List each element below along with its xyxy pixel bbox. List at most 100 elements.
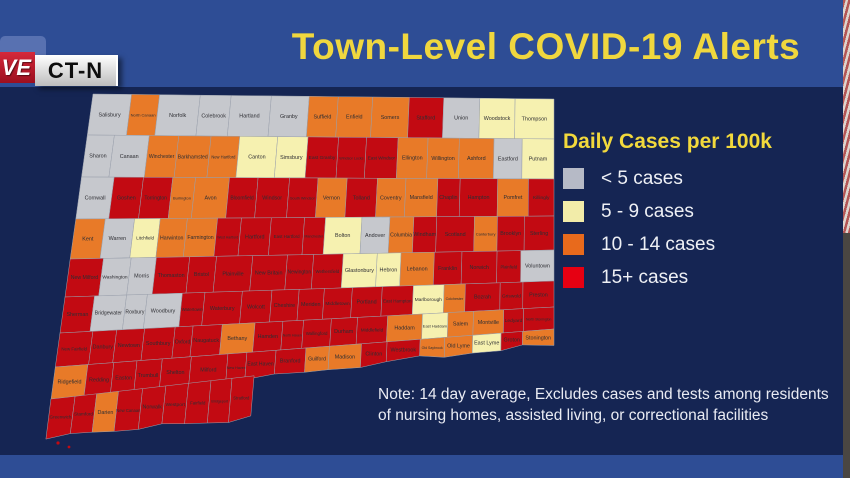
- yellow-swatch: [563, 201, 584, 222]
- svg-text:Hartford: Hartford: [245, 234, 264, 240]
- svg-text:New Fairfield: New Fairfield: [61, 347, 87, 352]
- svg-text:North Haven: North Haven: [283, 334, 302, 338]
- svg-text:Simsbury: Simsbury: [280, 155, 303, 161]
- svg-text:Trumbull: Trumbull: [138, 373, 159, 379]
- footnote-line2: of nursing homes, assisted living, or co…: [378, 407, 769, 425]
- svg-text:Warren: Warren: [109, 236, 126, 242]
- svg-text:New Milford: New Milford: [71, 275, 98, 281]
- svg-text:Windsor: Windsor: [262, 195, 282, 201]
- svg-text:Cheshire: Cheshire: [274, 303, 296, 309]
- svg-text:Burlington: Burlington: [173, 196, 191, 201]
- svg-text:Newington: Newington: [287, 270, 311, 276]
- svg-text:Columbia: Columbia: [390, 233, 412, 239]
- svg-text:Guilford: Guilford: [308, 357, 326, 363]
- svg-text:Tolland: Tolland: [353, 195, 370, 201]
- svg-text:Danbury: Danbury: [93, 345, 114, 351]
- svg-text:Hebron: Hebron: [380, 267, 398, 273]
- svg-text:East Hampton: East Hampton: [383, 298, 412, 303]
- svg-text:Canton: Canton: [248, 155, 265, 161]
- svg-text:East Haddam: East Haddam: [423, 323, 448, 328]
- svg-text:Newtown: Newtown: [118, 343, 140, 349]
- svg-text:Milford: Milford: [200, 368, 216, 374]
- svg-text:Woodstock: Woodstock: [484, 116, 511, 122]
- svg-text:Scotland: Scotland: [445, 232, 466, 238]
- svg-text:Putnam: Putnam: [529, 157, 548, 163]
- gray-swatch: [563, 168, 584, 189]
- svg-text:New Britain: New Britain: [255, 270, 283, 276]
- svg-text:Preston: Preston: [529, 292, 548, 298]
- svg-text:Killingly: Killingly: [533, 195, 550, 201]
- svg-text:Granby: Granby: [280, 114, 298, 120]
- svg-text:Sherman: Sherman: [66, 312, 88, 318]
- svg-text:Wolcott: Wolcott: [247, 304, 265, 310]
- svg-text:North Stonington: North Stonington: [526, 318, 552, 322]
- svg-text:Norwalk: Norwalk: [142, 405, 162, 411]
- svg-text:Chaplin: Chaplin: [439, 195, 457, 201]
- red-swatch: [563, 267, 584, 288]
- svg-text:Stafford: Stafford: [416, 115, 435, 121]
- legend-item-under-5: < 5 cases: [563, 168, 772, 189]
- svg-text:Windsor Locks: Windsor Locks: [339, 156, 363, 160]
- svg-text:Union: Union: [454, 116, 468, 122]
- svg-text:Canaan: Canaan: [120, 154, 139, 160]
- svg-text:Goshen: Goshen: [117, 196, 136, 202]
- svg-text:East Granby: East Granby: [309, 155, 336, 161]
- svg-text:Southbury: Southbury: [146, 341, 171, 347]
- svg-text:Waterbury: Waterbury: [210, 306, 235, 312]
- legend: Daily Cases per 100k < 5 cases 5 - 9 cas…: [563, 130, 772, 300]
- svg-text:Manchester: Manchester: [304, 235, 324, 239]
- svg-text:Stamford: Stamford: [74, 412, 93, 417]
- svg-text:Groton: Groton: [503, 338, 519, 344]
- svg-text:Hampton: Hampton: [468, 195, 490, 201]
- svg-text:Ashford: Ashford: [467, 156, 486, 162]
- svg-text:Pomfret: Pomfret: [503, 195, 522, 201]
- svg-text:Old Saybrook: Old Saybrook: [422, 346, 443, 350]
- svg-text:Eastford: Eastford: [498, 156, 518, 162]
- svg-text:Harwinton: Harwinton: [160, 235, 183, 241]
- svg-text:Old Lyme: Old Lyme: [447, 343, 470, 349]
- svg-text:Woodbury: Woodbury: [151, 308, 176, 314]
- svg-text:Farmington: Farmington: [187, 235, 213, 241]
- svg-text:Bloomfield: Bloomfield: [230, 195, 254, 201]
- svg-text:Ledyard: Ledyard: [505, 318, 523, 324]
- footnote: Note: 14 day average, Excludes cases and…: [378, 384, 840, 427]
- svg-text:East Windsor: East Windsor: [368, 156, 396, 161]
- svg-text:Darien: Darien: [97, 410, 113, 416]
- svg-text:Hamden: Hamden: [258, 334, 278, 340]
- svg-text:New Canaan: New Canaan: [116, 408, 141, 413]
- svg-text:Voluntown: Voluntown: [525, 264, 550, 270]
- svg-text:Shelton: Shelton: [166, 370, 184, 376]
- svg-text:Hartland: Hartland: [239, 114, 259, 120]
- svg-text:Plainfield: Plainfield: [500, 264, 517, 269]
- svg-text:Westbrook: Westbrook: [390, 347, 416, 353]
- svg-text:Clinton: Clinton: [365, 351, 382, 357]
- gray-edge-sliver: [843, 233, 850, 478]
- svg-text:Lebanon: Lebanon: [407, 267, 428, 273]
- legend-label: < 5 cases: [601, 167, 683, 189]
- svg-text:Madison: Madison: [335, 354, 355, 360]
- svg-text:Salem: Salem: [453, 322, 469, 328]
- svg-text:Colebrook: Colebrook: [201, 113, 226, 119]
- legend-item-5-9: 5 - 9 cases: [563, 201, 772, 222]
- svg-text:North Canaan: North Canaan: [131, 113, 156, 118]
- svg-text:Litchfield: Litchfield: [136, 236, 154, 241]
- svg-text:New Hartford: New Hartford: [211, 155, 236, 160]
- svg-text:Portland: Portland: [357, 300, 377, 306]
- svg-text:Cornwall: Cornwall: [85, 196, 106, 202]
- svg-text:Fairfield: Fairfield: [190, 400, 206, 405]
- svg-text:Marlborough: Marlborough: [415, 297, 443, 303]
- svg-text:Westport: Westport: [165, 402, 185, 408]
- svg-text:Washington: Washington: [102, 274, 127, 280]
- legend-label: 5 - 9 cases: [601, 200, 694, 222]
- legend-label: 15+ cases: [601, 266, 689, 288]
- svg-text:Willington: Willington: [431, 156, 454, 162]
- svg-text:East Lyme: East Lyme: [474, 341, 499, 347]
- live-badge: VE: [0, 52, 35, 83]
- svg-text:Bolton: Bolton: [335, 233, 350, 239]
- svg-text:Avon: Avon: [204, 196, 216, 202]
- svg-text:Suffield: Suffield: [313, 114, 331, 120]
- svg-text:Morris: Morris: [134, 274, 149, 280]
- svg-text:Bridgewater: Bridgewater: [95, 311, 122, 317]
- svg-text:Plainville: Plainville: [222, 271, 243, 277]
